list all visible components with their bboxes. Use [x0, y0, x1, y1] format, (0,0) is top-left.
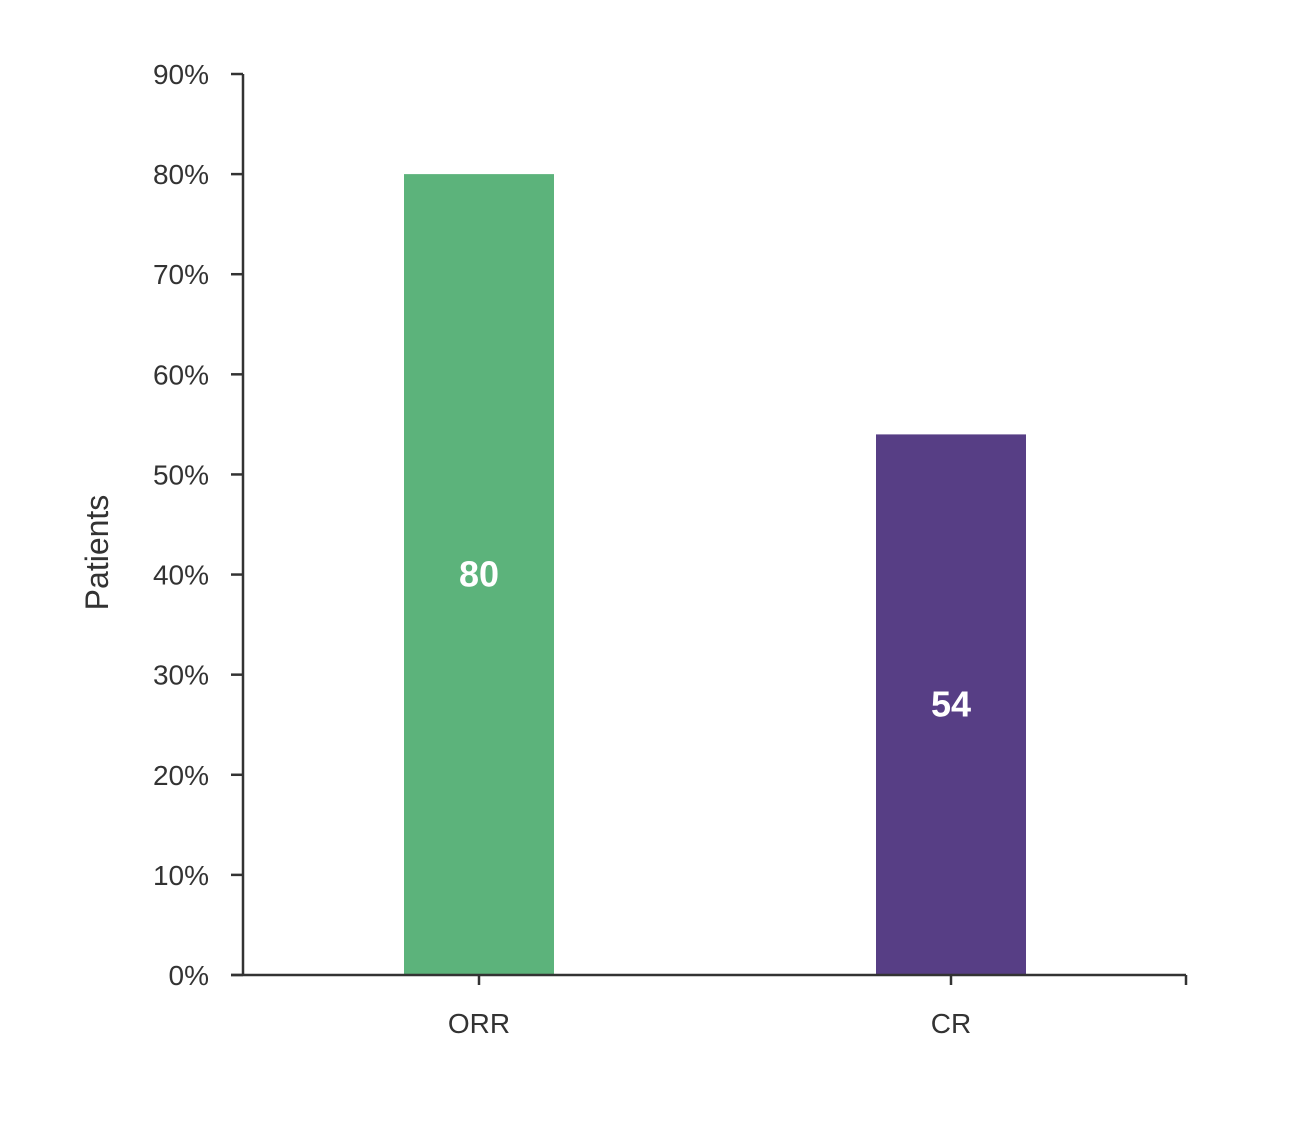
x-tick-label-cr: CR [931, 1008, 971, 1039]
data-label-orr: 80 [459, 554, 499, 595]
y-tick-label: 90% [153, 59, 209, 90]
y-tick-label: 50% [153, 459, 209, 490]
y-tick-label: 80% [153, 159, 209, 190]
bar-orr [404, 174, 554, 976]
y-tick-label: 30% [153, 660, 209, 691]
y-axis-ticks: 0% 10% 20% 30% 40% 50% 60% 70% 80% 90% [153, 59, 243, 991]
y-axis-title: Patients [79, 495, 115, 611]
x-axis-ticks: ORR CR [448, 975, 1188, 1039]
data-label-cr: 54 [931, 684, 971, 725]
y-tick-label: 60% [153, 359, 209, 390]
y-tick-label: 0% [169, 960, 209, 991]
y-tick-label: 70% [153, 259, 209, 290]
y-tick-label: 10% [153, 860, 209, 891]
y-tick-label: 20% [153, 760, 209, 791]
y-tick-label: 40% [153, 560, 209, 591]
bars: 80 54 [404, 174, 1026, 976]
x-tick-label-orr: ORR [448, 1008, 510, 1039]
bar-cr [876, 434, 1026, 975]
